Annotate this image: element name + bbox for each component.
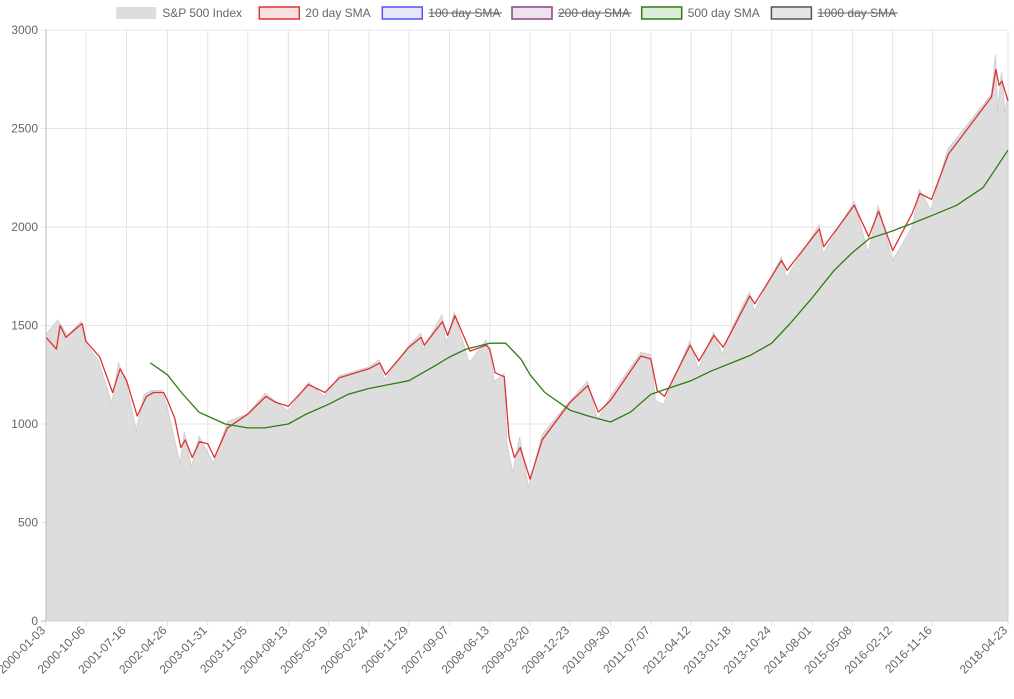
legend-swatch <box>381 6 424 20</box>
legend-label: S&P 500 Index <box>162 6 242 20</box>
y-tick-label: 500 <box>18 516 38 530</box>
y-tick-label: 1500 <box>11 319 38 333</box>
y-tick-label: 3000 <box>11 23 38 37</box>
y-tick-label: 2000 <box>11 220 38 234</box>
20-day-smaline <box>45 68 1009 480</box>
legend-swatch <box>511 6 553 20</box>
legend-swatch <box>770 6 813 20</box>
legend-swatch <box>640 6 683 20</box>
legend-item-200-day-sma[interactable]: 200 day SMA <box>511 6 632 20</box>
legend-swatch <box>258 6 301 20</box>
legend-item-500-day-sma[interactable]: 500 day SMA <box>640 6 760 20</box>
legend-swatch <box>116 7 157 19</box>
legend-item-100-day-sma[interactable]: 100 day SMA <box>381 6 502 20</box>
x-tick-label: 2018-04-23 <box>957 623 1011 677</box>
legend-label: 20 day SMA <box>305 6 370 20</box>
legend-item-1000-day-sma[interactable]: 1000 day SMA <box>770 6 898 20</box>
500-day-smaline <box>149 149 1009 429</box>
legend-label: 500 day SMA <box>688 6 760 20</box>
y-tick-label: 0 <box>31 614 38 628</box>
line-series <box>45 68 1009 480</box>
legend-item-s-p-500-index[interactable]: S&P 500 Index <box>116 6 242 20</box>
y-tick-label: 1000 <box>11 417 38 431</box>
sp500-index-area <box>45 54 1009 622</box>
legend: S&P 500 Index 20 day SMA 100 day SMA 200 da… <box>116 6 898 20</box>
y-tick-label: 2500 <box>11 122 38 136</box>
legend-item-20-day-sma[interactable]: 20 day SMA <box>258 6 371 20</box>
area-series <box>45 54 1009 622</box>
